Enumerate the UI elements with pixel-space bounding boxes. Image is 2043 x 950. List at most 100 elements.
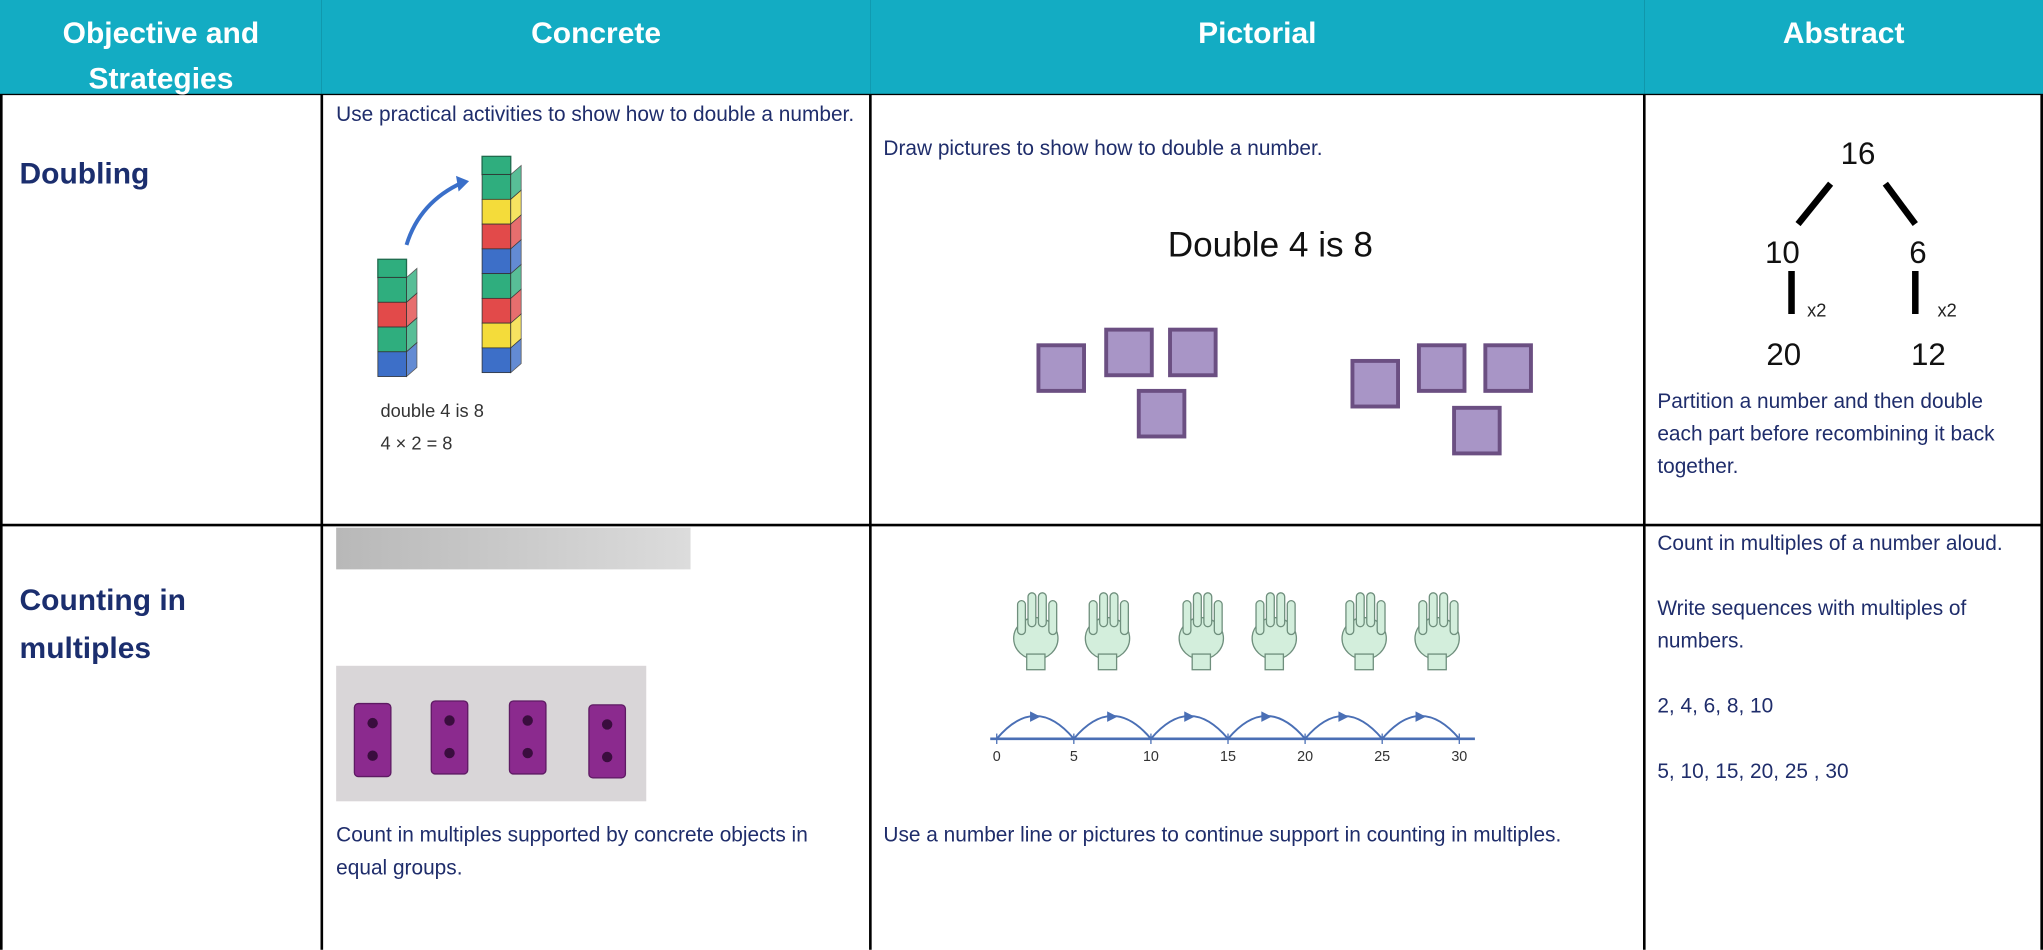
cube-top bbox=[377, 258, 408, 279]
finger bbox=[1099, 592, 1109, 628]
cube bbox=[377, 351, 407, 377]
tick-label: 5 bbox=[1070, 749, 1078, 765]
header-cell: Objective and Strategies bbox=[0, 0, 322, 95]
cube bbox=[481, 248, 512, 275]
finger bbox=[1439, 592, 1449, 628]
cube bbox=[481, 347, 512, 374]
jump-arrow bbox=[1184, 711, 1195, 722]
row-label: Counting in multiples bbox=[19, 582, 186, 665]
finger bbox=[1192, 592, 1202, 628]
finger bbox=[1428, 592, 1438, 628]
jump bbox=[1227, 715, 1306, 740]
line: 2, 4, 6, 8, 10 bbox=[1657, 695, 1774, 718]
cube bbox=[377, 301, 407, 328]
cell-text: Count in multiples of a number aloud. Wr… bbox=[1657, 528, 2035, 789]
tree-result: 12 bbox=[1911, 337, 1946, 372]
finger bbox=[1255, 599, 1265, 636]
cube-top bbox=[481, 155, 512, 176]
finger bbox=[1088, 599, 1098, 636]
tree-result: 20 bbox=[1766, 337, 1801, 372]
cube bbox=[481, 297, 512, 324]
jump-arrow bbox=[1261, 711, 1272, 722]
tick-label: 15 bbox=[1220, 749, 1236, 765]
cell-text: Use a number line or pictures to continu… bbox=[883, 824, 1562, 847]
jump bbox=[1073, 715, 1152, 740]
wrist bbox=[1427, 653, 1447, 671]
header-cell: Concrete bbox=[321, 0, 871, 94]
row-label: Doubling bbox=[19, 156, 150, 191]
finger bbox=[1449, 599, 1459, 636]
tick-label: 10 bbox=[1143, 749, 1159, 765]
tick-label: 30 bbox=[1451, 749, 1467, 765]
line: Count in multiples of a number aloud. bbox=[1657, 532, 2003, 556]
finger bbox=[1182, 599, 1192, 636]
wrist bbox=[1264, 653, 1285, 671]
tree-part: 6 bbox=[1909, 235, 1926, 270]
finger bbox=[1355, 592, 1365, 628]
wrist bbox=[1191, 653, 1212, 671]
squares bbox=[1036, 327, 1533, 456]
cube bbox=[377, 326, 407, 353]
finger bbox=[1376, 599, 1386, 636]
tree-operation: x2 bbox=[1937, 300, 1956, 321]
tick-label: 0 bbox=[993, 749, 1001, 765]
finger bbox=[1276, 592, 1286, 628]
wrist bbox=[1097, 653, 1118, 671]
cell-text: Use practical activities to show how to … bbox=[336, 104, 855, 127]
jump bbox=[1304, 715, 1383, 740]
wrist bbox=[1026, 653, 1046, 671]
line: Write sequences with multiples of number… bbox=[1657, 598, 1967, 653]
finger bbox=[1366, 592, 1376, 628]
figure-title: Double 4 is 8 bbox=[1168, 226, 1373, 265]
cubes-photo bbox=[336, 665, 647, 802]
tree-part: 10 bbox=[1765, 235, 1800, 270]
jump bbox=[995, 715, 1075, 740]
cell-text: Draw pictures to show how to double a nu… bbox=[883, 138, 1323, 161]
photo bbox=[336, 527, 691, 570]
cell-text: Count in multiples supported by concrete… bbox=[336, 824, 808, 880]
finger bbox=[1119, 599, 1129, 636]
header-cell: Abstract bbox=[1644, 0, 2043, 94]
number-line: 0 5 10 15 20 25 30 bbox=[990, 711, 1475, 765]
tick-label: 25 bbox=[1374, 749, 1390, 765]
cube bbox=[481, 198, 512, 225]
jump-arrow bbox=[1338, 711, 1349, 722]
jump-arrow bbox=[1030, 711, 1041, 722]
finger bbox=[1016, 599, 1027, 636]
finger bbox=[1213, 599, 1223, 636]
cube bbox=[481, 273, 512, 299]
cube-side bbox=[510, 337, 522, 374]
finger bbox=[1345, 599, 1355, 636]
finger bbox=[1203, 592, 1213, 628]
jump-arrow bbox=[1415, 711, 1426, 722]
hands bbox=[1013, 592, 1460, 671]
finger bbox=[1286, 599, 1296, 636]
cube bbox=[481, 174, 512, 200]
figure-label: 4 × 2 = 8 bbox=[380, 433, 452, 454]
cube-side bbox=[406, 341, 418, 378]
cube bbox=[481, 322, 512, 349]
finger bbox=[1265, 592, 1275, 628]
finger bbox=[1048, 599, 1058, 636]
finger bbox=[1418, 599, 1428, 636]
cube bbox=[481, 223, 512, 250]
wrist bbox=[1354, 653, 1374, 671]
line: 5, 10, 15, 20, 25 , 30 bbox=[1657, 760, 1849, 784]
tree-lines bbox=[1788, 181, 1919, 315]
figure-label: double 4 is 8 bbox=[380, 400, 483, 421]
arrow bbox=[404, 180, 464, 246]
finger bbox=[1109, 592, 1119, 628]
cube-stacks bbox=[377, 155, 522, 378]
jump-arrow bbox=[1107, 711, 1118, 722]
tree-operation: x2 bbox=[1807, 300, 1826, 321]
finger bbox=[1037, 592, 1047, 628]
tree-root: 16 bbox=[1841, 136, 1876, 171]
jump bbox=[1381, 715, 1461, 740]
header-cell: Pictorial bbox=[870, 0, 1645, 94]
cell-text: Partition a number and then double each … bbox=[1657, 390, 1995, 479]
arrowhead bbox=[456, 175, 470, 192]
finger bbox=[1027, 592, 1037, 628]
cube bbox=[377, 277, 407, 303]
